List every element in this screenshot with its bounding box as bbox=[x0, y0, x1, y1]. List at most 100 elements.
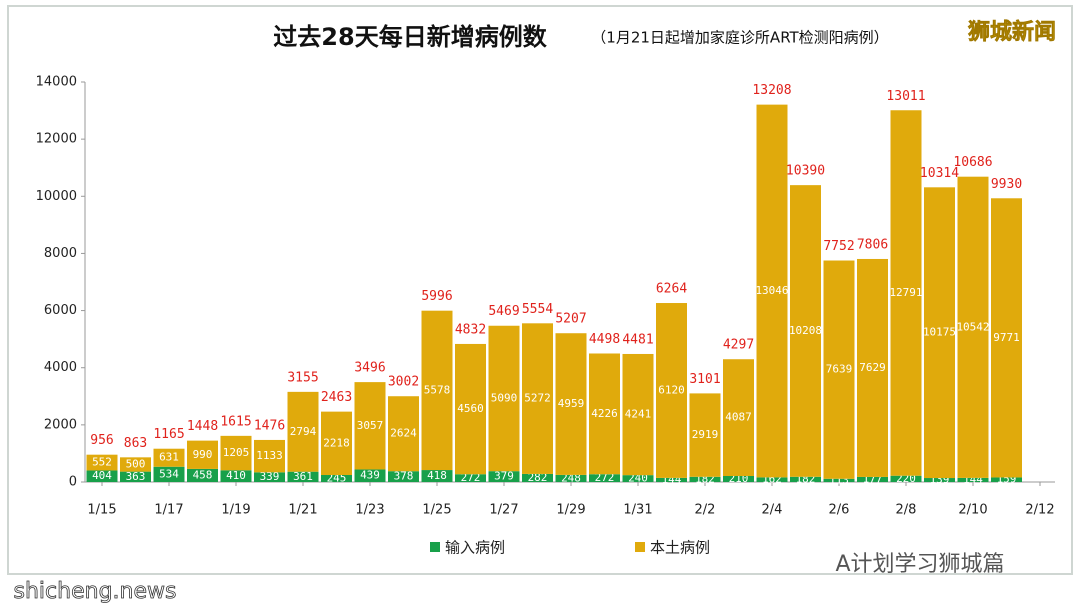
value-label: 418 bbox=[427, 469, 447, 482]
value-label: 4087 bbox=[725, 411, 752, 424]
bar-segment bbox=[455, 474, 486, 482]
total-label: 7752 bbox=[823, 239, 854, 254]
value-label: 10542 bbox=[956, 320, 989, 333]
total-label: 4297 bbox=[723, 338, 754, 353]
bar-segment bbox=[488, 325, 520, 472]
total-label: 1476 bbox=[254, 418, 285, 433]
bar-segment bbox=[254, 472, 285, 482]
value-label: 12791 bbox=[889, 286, 922, 299]
bar-segment bbox=[723, 359, 754, 476]
x-tick-label: 1/23 bbox=[355, 503, 384, 518]
value-label: 379 bbox=[494, 470, 514, 483]
total-label: 2463 bbox=[321, 390, 352, 405]
value-label: 4241 bbox=[625, 408, 652, 421]
value-label: 5272 bbox=[524, 392, 551, 405]
value-label: 2624 bbox=[390, 427, 417, 440]
bar-segment bbox=[589, 353, 620, 475]
y-tick-label: 10000 bbox=[36, 189, 77, 204]
bar-segment bbox=[187, 468, 218, 482]
value-label: 410 bbox=[226, 469, 246, 482]
y-tick-label: 12000 bbox=[36, 132, 77, 147]
value-label: 361 bbox=[293, 470, 313, 483]
bar-segment bbox=[153, 466, 185, 482]
bar-segment bbox=[287, 391, 319, 472]
total-label: 1448 bbox=[187, 419, 218, 434]
total-label: 1165 bbox=[153, 427, 184, 442]
value-label: 7639 bbox=[826, 363, 853, 376]
bar-segment bbox=[421, 470, 453, 482]
value-label: 404 bbox=[92, 469, 112, 482]
total-label: 3155 bbox=[287, 370, 318, 385]
legend-swatch bbox=[635, 542, 645, 552]
bar-segment bbox=[321, 475, 352, 482]
bar-segment bbox=[388, 396, 419, 472]
bar-segment bbox=[957, 176, 989, 478]
bar-segment bbox=[689, 476, 721, 482]
value-label: 10208 bbox=[789, 324, 822, 337]
total-label: 4832 bbox=[455, 322, 486, 337]
bar-segment bbox=[589, 474, 620, 482]
bar-segment bbox=[220, 435, 252, 471]
y-tick-label: 4000 bbox=[44, 360, 77, 375]
bar-segment bbox=[924, 478, 955, 482]
value-label: 631 bbox=[159, 451, 179, 464]
total-label: 5469 bbox=[488, 304, 519, 319]
legend-label: 输入病例 bbox=[445, 539, 505, 557]
y-tick-label: 2000 bbox=[44, 417, 77, 432]
value-label: 458 bbox=[193, 468, 213, 481]
x-tick-label: 2/10 bbox=[958, 503, 987, 518]
bar-segment bbox=[890, 110, 922, 476]
bar-segment bbox=[823, 260, 855, 479]
total-label: 863 bbox=[124, 436, 147, 451]
value-label: 1133 bbox=[256, 449, 283, 462]
y-tick-label: 14000 bbox=[36, 75, 77, 90]
value-label: 2919 bbox=[692, 428, 719, 441]
value-label: 3057 bbox=[357, 419, 384, 432]
value-label: 439 bbox=[360, 469, 380, 482]
total-label: 1615 bbox=[220, 414, 251, 429]
value-label: 2218 bbox=[323, 436, 350, 449]
total-label: 4481 bbox=[622, 332, 653, 347]
watermark: 狮城新闻 bbox=[968, 19, 1056, 45]
value-label: 5578 bbox=[424, 383, 451, 396]
bar-segment bbox=[622, 353, 654, 476]
bar-segment bbox=[86, 454, 118, 471]
watermark: A计划学习狮城篇 bbox=[835, 552, 1004, 577]
bar-segment bbox=[756, 104, 788, 478]
bar-segment bbox=[354, 382, 386, 470]
x-tick-label: 2/4 bbox=[762, 503, 783, 518]
y-tick-label: 6000 bbox=[44, 303, 77, 318]
x-tick-label: 1/21 bbox=[288, 503, 317, 518]
total-label: 3101 bbox=[689, 372, 720, 387]
bar-segment bbox=[555, 474, 587, 482]
total-label: 6264 bbox=[656, 282, 687, 297]
value-label: 272 bbox=[595, 471, 615, 484]
value-label: 2794 bbox=[290, 425, 317, 438]
bar-segment bbox=[790, 185, 821, 477]
total-label: 3496 bbox=[354, 361, 385, 376]
bar-segment bbox=[656, 303, 687, 478]
total-label: 10390 bbox=[786, 164, 825, 179]
value-label: 4560 bbox=[457, 402, 484, 415]
value-label: 990 bbox=[193, 448, 213, 461]
bar-segment bbox=[421, 310, 453, 471]
total-label: 13208 bbox=[752, 83, 791, 98]
watermark: shicheng.news bbox=[14, 579, 177, 604]
bar-segment bbox=[522, 323, 553, 474]
value-label: 13046 bbox=[755, 284, 788, 297]
value-label: 378 bbox=[394, 470, 414, 483]
bar-segment bbox=[857, 476, 888, 482]
total-label: 7806 bbox=[857, 237, 888, 252]
bar-segment bbox=[455, 343, 486, 475]
bar-segment bbox=[555, 333, 587, 475]
x-tick-label: 2/8 bbox=[896, 503, 917, 518]
total-label: 5996 bbox=[421, 289, 452, 304]
bar-segment bbox=[287, 471, 319, 482]
total-label: 10314 bbox=[920, 166, 959, 181]
x-tick-label: 2/2 bbox=[695, 503, 716, 518]
bar-segment bbox=[354, 469, 386, 482]
x-tick-label: 1/17 bbox=[154, 503, 183, 518]
bar-segment bbox=[790, 476, 821, 482]
x-tick-label: 2/12 bbox=[1025, 503, 1054, 518]
x-tick-label: 1/27 bbox=[489, 503, 518, 518]
